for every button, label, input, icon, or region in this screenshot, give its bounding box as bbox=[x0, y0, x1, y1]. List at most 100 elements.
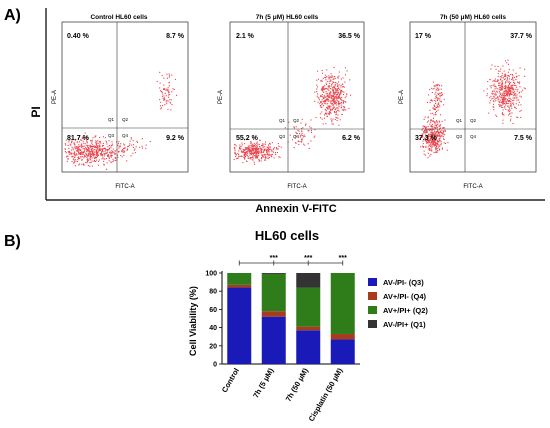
flow-dot bbox=[430, 139, 432, 141]
flow-dot bbox=[428, 144, 430, 146]
flow-dot bbox=[124, 144, 126, 146]
flow-dot bbox=[78, 157, 80, 159]
flow-dot bbox=[252, 150, 254, 152]
flow-dot bbox=[436, 144, 438, 146]
flow-dot bbox=[255, 149, 257, 151]
flow-dot bbox=[333, 96, 335, 98]
flow-dot bbox=[511, 88, 513, 90]
flow-dot bbox=[337, 92, 339, 94]
flow-dot bbox=[423, 125, 425, 127]
flow-dot bbox=[440, 135, 442, 137]
flow-dot bbox=[257, 148, 259, 150]
flow-dot bbox=[244, 156, 246, 158]
flow-dot bbox=[496, 91, 498, 93]
flow-dot bbox=[423, 132, 425, 134]
flow-dot bbox=[512, 79, 514, 81]
flow-dot bbox=[310, 131, 312, 133]
flow-dot bbox=[169, 99, 171, 101]
quadrant-label-q3: Q3 bbox=[108, 133, 115, 138]
flow-dot bbox=[496, 115, 498, 117]
flow-dot bbox=[340, 93, 342, 95]
flow-plot-50um: 7h (50 μM) HL60 cells 17 % 37.7 % 37.3 %… bbox=[399, 14, 537, 190]
flow-dot bbox=[435, 112, 437, 114]
flow-dot bbox=[293, 126, 295, 128]
flow-dot bbox=[301, 138, 303, 140]
flow-dot bbox=[498, 91, 500, 93]
flow-dot bbox=[320, 89, 322, 91]
flow-dot bbox=[507, 110, 509, 112]
flow-dot bbox=[438, 125, 440, 127]
flow-dot bbox=[121, 149, 123, 151]
flow-dot bbox=[109, 151, 111, 153]
flow-dot bbox=[97, 164, 99, 166]
flow-dot bbox=[168, 96, 170, 98]
flow-dot bbox=[242, 162, 244, 164]
flow-dot bbox=[431, 150, 433, 152]
flow-dot bbox=[513, 89, 515, 91]
flow-dot bbox=[431, 131, 433, 133]
flow-dot bbox=[494, 86, 496, 88]
flow-dot bbox=[342, 77, 344, 79]
flow-dot bbox=[433, 144, 435, 146]
flow-dot bbox=[440, 143, 442, 145]
flow-dot bbox=[512, 123, 514, 125]
flow-dot bbox=[333, 106, 335, 108]
flow-dot bbox=[336, 99, 338, 101]
flow-dot bbox=[330, 94, 332, 96]
flow-dot bbox=[430, 133, 432, 135]
flow-dot bbox=[324, 74, 326, 76]
flow-dot bbox=[510, 73, 512, 75]
flow-dot bbox=[107, 154, 109, 156]
flow-dot bbox=[255, 156, 257, 158]
flow-dot bbox=[252, 137, 254, 139]
flow-dot bbox=[491, 85, 493, 87]
flow-dot bbox=[498, 95, 500, 97]
flow-dot bbox=[248, 149, 250, 151]
flow-dot bbox=[321, 81, 323, 83]
flow-dot bbox=[332, 98, 334, 100]
x-tick-label: Cisplatin (50 μM) bbox=[307, 366, 345, 423]
flow-dot bbox=[167, 90, 169, 92]
flow-dot bbox=[130, 138, 132, 140]
flow-dot bbox=[341, 102, 343, 104]
flow-dot bbox=[318, 99, 320, 101]
flow-dot bbox=[256, 148, 258, 150]
flow-dot bbox=[113, 160, 115, 162]
flow-dot bbox=[501, 95, 503, 97]
flow-dot bbox=[159, 99, 161, 101]
flow-dot bbox=[245, 154, 247, 156]
flow-dot bbox=[254, 149, 256, 151]
flow-dot bbox=[329, 82, 331, 84]
flow-dot bbox=[91, 160, 93, 162]
flow-dot bbox=[96, 148, 98, 150]
flow-dot bbox=[79, 145, 81, 147]
flow-dot bbox=[500, 76, 502, 78]
flow-dot bbox=[251, 143, 253, 145]
flow-dot bbox=[335, 90, 337, 92]
flow-dot bbox=[308, 130, 310, 132]
flow-dot bbox=[277, 148, 279, 150]
flow-dot bbox=[520, 116, 522, 118]
flow-dot bbox=[432, 107, 434, 109]
flow-dot bbox=[269, 143, 271, 145]
flow-dot bbox=[435, 149, 437, 151]
flow-dot bbox=[435, 148, 437, 150]
flow-dot bbox=[342, 91, 344, 93]
flow-dot bbox=[257, 151, 259, 153]
flow-dot bbox=[336, 85, 338, 87]
flow-dot bbox=[434, 143, 436, 145]
flow-dot bbox=[118, 147, 120, 149]
flow-dot bbox=[508, 80, 510, 82]
flow-dot bbox=[313, 136, 315, 138]
flow-dot bbox=[436, 134, 438, 136]
flow-dot bbox=[89, 165, 91, 167]
flow-dot bbox=[321, 99, 323, 101]
flow-dot bbox=[88, 158, 90, 160]
flow-dot bbox=[331, 76, 333, 78]
flow-dot bbox=[334, 92, 336, 94]
flow-dot bbox=[248, 147, 250, 149]
flow-dot bbox=[426, 126, 428, 128]
flow-dot bbox=[98, 160, 100, 162]
flow-dot bbox=[432, 132, 434, 134]
flow-dot bbox=[507, 92, 509, 94]
